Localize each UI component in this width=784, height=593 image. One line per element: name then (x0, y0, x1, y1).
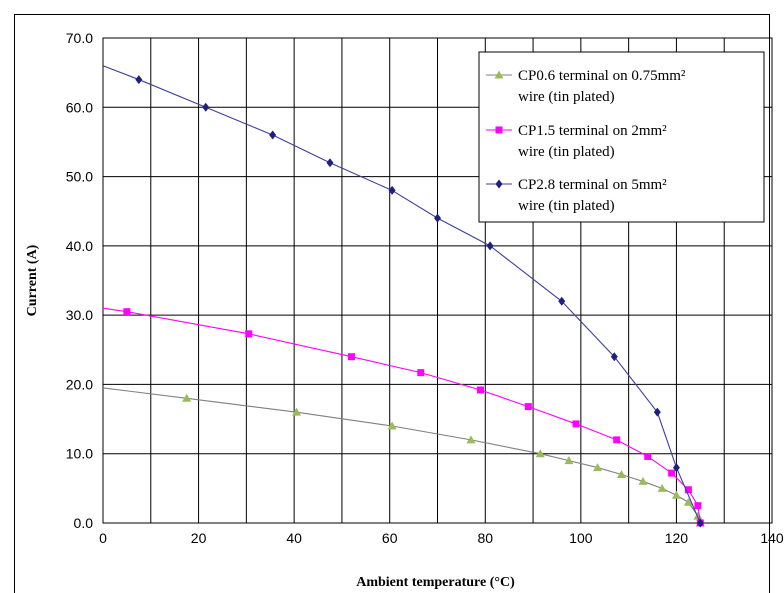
diamond-marker (434, 213, 441, 223)
diamond-marker (672, 463, 680, 473)
y-tick-label: 50.0 (66, 169, 93, 185)
x-tick-label: 140 (760, 530, 784, 546)
triangle-marker (182, 393, 192, 402)
diamond-marker (486, 241, 494, 251)
x-tick-label: 120 (665, 530, 689, 546)
square-marker (495, 126, 503, 134)
square-marker (684, 486, 692, 494)
legend: CP0.6 terminal on 0.75mm² wire (tin plate… (478, 51, 765, 223)
diamond-marker (696, 518, 704, 528)
triangle-marker (638, 476, 648, 485)
legend-label: wire (tin plated) (518, 144, 615, 160)
series-2 (102, 307, 704, 527)
diamond-marker (202, 102, 210, 112)
legend-entry-3: CP2.8 terminal on 5mm² wire (tin plated) (486, 177, 667, 214)
legend-box (478, 51, 765, 223)
diamond-marker (269, 130, 277, 140)
x-tick-label: 80 (477, 530, 493, 546)
diamond-marker (135, 75, 143, 85)
square-marker (347, 353, 355, 361)
triangle-marker (593, 463, 603, 472)
x-tick-label: 100 (569, 530, 593, 546)
triangle-marker (671, 490, 681, 499)
triangle-marker (494, 70, 504, 79)
square-marker (524, 403, 532, 411)
series-1 (102, 387, 705, 527)
plot-area-border (102, 37, 773, 524)
x-tick-label: 60 (382, 530, 398, 546)
triangle-marker (466, 435, 476, 444)
triangle-marker (564, 456, 574, 465)
square-marker (572, 420, 580, 428)
x-tick-label: 40 (286, 530, 302, 546)
triangle-marker (693, 511, 703, 520)
square-marker (613, 436, 621, 444)
diamond-marker (653, 407, 661, 417)
legend-label: CP0.6 terminal on 0.75mm² (518, 68, 686, 84)
x-axis-ticks: 0 20 40 60 80 100 120 140 (99, 530, 784, 546)
plot-border-rect (102, 37, 773, 524)
series-line (102, 307, 701, 524)
chart-frame (14, 14, 770, 593)
legend-label: wire (tin plated) (518, 89, 615, 105)
square-marker (644, 452, 652, 460)
legend-label: CP2.8 terminal on 5mm² (518, 177, 667, 193)
y-tick-label: 30.0 (66, 307, 93, 323)
series-3 (102, 65, 704, 528)
y-tick-label: 10.0 (66, 446, 93, 462)
square-marker (123, 308, 131, 316)
diamond-marker (558, 296, 566, 306)
diamond-marker (388, 185, 396, 195)
y-tick-label: 0.0 (74, 515, 94, 531)
legend-entry-2: CP1.5 terminal on 2mm² wire (tin plated) (486, 123, 667, 160)
diamond-marker (495, 179, 503, 189)
x-tick-label: 0 (99, 530, 107, 546)
diamond-marker (326, 158, 334, 168)
triangle-marker (657, 483, 667, 492)
legend-label: CP1.5 terminal on 2mm² (518, 123, 667, 139)
legend-label: wire (tin plated) (518, 198, 615, 214)
diamond-marker (610, 352, 618, 362)
x-axis-title: Ambient temperature (°C) (356, 575, 515, 590)
series-line (102, 387, 701, 524)
y-tick-label: 60.0 (66, 99, 93, 115)
square-marker (694, 502, 702, 510)
y-tick-label: 70.0 (66, 30, 93, 46)
square-marker (477, 386, 485, 394)
triangle-marker (683, 497, 693, 506)
square-marker (245, 330, 253, 338)
y-tick-label: 20.0 (66, 376, 93, 392)
series-layer (102, 65, 705, 528)
square-marker (668, 469, 676, 477)
y-tick-label: 40.0 (66, 238, 93, 254)
y-axis-title: Current (A) (25, 244, 40, 316)
triangle-marker (387, 421, 397, 430)
triangle-marker (616, 470, 626, 478)
triangle-marker (535, 449, 545, 458)
x-tick-label: 20 (191, 530, 207, 546)
y-axis-ticks: 0.0 10.0 20.0 30.0 40.0 50.0 60.0 70.0 (66, 30, 93, 531)
legend-entry-1: CP0.6 terminal on 0.75mm² wire (tin plate… (486, 68, 686, 105)
square-marker (417, 369, 425, 377)
triangle-marker (292, 407, 302, 416)
